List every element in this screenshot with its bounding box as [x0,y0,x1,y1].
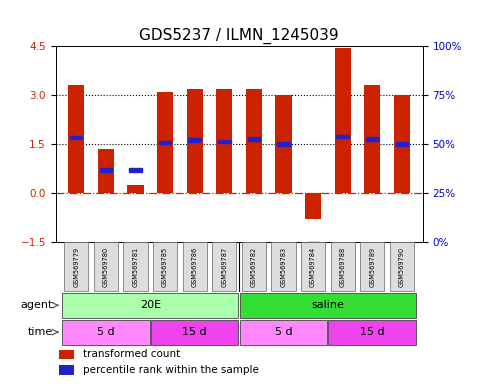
Bar [68,85,85,193]
Text: GSM569786: GSM569786 [192,247,198,287]
Bar [70,136,83,139]
Bar [246,89,262,193]
Bar [305,193,321,219]
Text: GSM569782: GSM569782 [251,247,257,287]
Bar [218,140,230,143]
Bar [153,242,177,291]
Bar [240,293,416,318]
Bar [240,320,327,344]
Bar [328,320,416,344]
Bar [394,95,410,193]
Text: GSM569784: GSM569784 [310,247,316,287]
Text: GSM569780: GSM569780 [103,247,109,287]
Bar [123,242,148,291]
Bar [271,242,296,291]
Text: GSM569785: GSM569785 [162,247,168,287]
Bar [216,89,232,193]
Bar [59,365,74,375]
Bar [99,169,112,172]
Bar [242,242,266,291]
Bar [151,320,239,344]
Bar [128,185,143,193]
Text: 5 d: 5 d [275,327,292,337]
Bar [183,242,207,291]
Text: agent: agent [21,300,53,310]
Text: GSM569781: GSM569781 [132,247,139,287]
Bar [129,169,142,172]
Text: percentile rank within the sample: percentile rank within the sample [83,365,259,375]
Bar [248,137,260,141]
Bar [59,349,74,359]
Bar [275,95,292,193]
Bar [396,142,408,146]
Text: GSM569789: GSM569789 [369,247,375,287]
Text: 15 d: 15 d [183,327,207,337]
Text: saline: saline [312,300,344,310]
Text: time: time [28,327,53,337]
Text: GSM569779: GSM569779 [73,247,79,287]
Text: GSM569790: GSM569790 [399,247,405,287]
Bar [330,242,355,291]
Bar [94,242,118,291]
Bar [335,48,351,193]
Bar [159,141,171,144]
Bar [212,242,236,291]
Text: GSM569783: GSM569783 [281,247,286,287]
Text: GSM569788: GSM569788 [340,247,346,287]
Bar [301,242,325,291]
Bar [360,242,384,291]
Text: 20E: 20E [140,300,161,310]
Bar [366,137,379,141]
Bar [188,139,201,142]
Bar [186,89,203,193]
Bar [62,320,150,344]
Text: 15 d: 15 d [360,327,384,337]
Bar [337,135,349,139]
Text: transformed count: transformed count [83,349,180,359]
Bar [64,242,88,291]
Bar [62,293,239,318]
Bar [157,92,173,193]
Text: GSM569787: GSM569787 [221,247,227,287]
Text: 5 d: 5 d [97,327,114,337]
Bar [98,149,114,193]
Bar [364,85,381,193]
Bar [390,242,414,291]
Text: GDS5237 / ILMN_1245039: GDS5237 / ILMN_1245039 [139,28,339,44]
Bar [307,242,319,245]
Bar [277,142,290,146]
